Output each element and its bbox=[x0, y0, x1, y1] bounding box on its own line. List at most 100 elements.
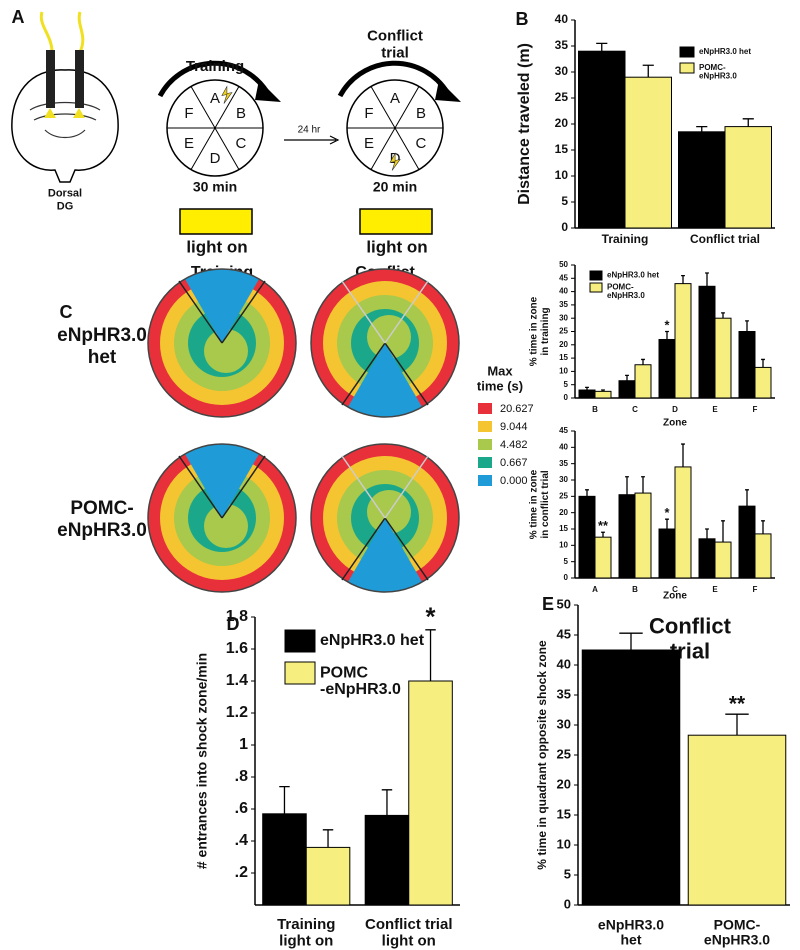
light-label: light on bbox=[186, 237, 247, 256]
bar bbox=[658, 528, 676, 579]
heat-wedge bbox=[178, 444, 266, 518]
text-line: Training bbox=[277, 916, 335, 933]
y-tick-label: 45 bbox=[559, 273, 568, 282]
error-bar bbox=[705, 528, 709, 539]
heat-core bbox=[204, 329, 248, 373]
bar bbox=[714, 317, 732, 399]
legend-label: 20.627 bbox=[500, 403, 534, 415]
legend-label: 4.482 bbox=[500, 439, 528, 451]
zone-label: A bbox=[390, 90, 400, 107]
bar bbox=[594, 536, 612, 579]
text-line: eNpHR3.0 bbox=[57, 325, 147, 346]
heat-core bbox=[204, 504, 248, 548]
bar bbox=[364, 814, 410, 906]
y-tick-label: 15 bbox=[559, 353, 568, 362]
row-label: eNpHR3.0 het bbox=[57, 325, 147, 368]
heat-wedge bbox=[178, 269, 266, 343]
bar bbox=[674, 283, 692, 399]
x-tick-label: Conflict trial light on bbox=[365, 916, 453, 950]
shock-icon bbox=[221, 85, 233, 104]
panel-letter: A bbox=[12, 7, 25, 27]
wheel-title: Conflict trial bbox=[367, 27, 423, 61]
y-tick-label: 25 bbox=[559, 491, 568, 500]
x-tick-label: F bbox=[753, 585, 758, 594]
error-bar bbox=[665, 330, 669, 340]
zone-label: F bbox=[364, 105, 373, 122]
y-tick-label: 10 bbox=[559, 540, 568, 549]
interval-arrow bbox=[284, 135, 340, 145]
y-tick-label: 1.2 bbox=[226, 704, 248, 721]
y-tick-label: 50 bbox=[557, 596, 571, 611]
text-line: Max bbox=[487, 364, 513, 379]
text-line: eNpHR3.0 bbox=[598, 916, 664, 932]
error-bar bbox=[625, 476, 629, 495]
x-tick-label: Training light on bbox=[277, 916, 335, 950]
zone-label: F bbox=[184, 105, 193, 122]
legend-swatch bbox=[589, 270, 603, 281]
zone-label: E bbox=[184, 135, 194, 152]
bar bbox=[408, 680, 453, 906]
legend-label: eNpHR3.0 het bbox=[699, 47, 751, 56]
bar bbox=[754, 533, 772, 579]
legend-swatch bbox=[679, 62, 695, 74]
heatmap bbox=[311, 269, 459, 417]
y-tick-label: 30 bbox=[557, 716, 571, 731]
y-tick-label: 1 bbox=[239, 736, 248, 753]
heat-wedge bbox=[341, 518, 429, 592]
text-line: DG bbox=[57, 200, 74, 212]
error-bar bbox=[585, 386, 589, 391]
bar bbox=[618, 494, 636, 579]
error-bar bbox=[641, 358, 645, 365]
zone-line bbox=[341, 342, 386, 406]
text-line: light on bbox=[382, 932, 436, 949]
arrow-head bbox=[255, 80, 281, 102]
text-line: POMC- bbox=[699, 63, 726, 72]
legend-swatch bbox=[478, 403, 492, 414]
error-bar bbox=[322, 829, 334, 848]
y-tick-label: 25 bbox=[559, 327, 568, 336]
y-tick-label: 20 bbox=[559, 340, 568, 349]
bar bbox=[738, 505, 756, 579]
y-tick-label: 1.6 bbox=[226, 640, 248, 657]
y-axis-label: # entrances into shock zone/min bbox=[194, 653, 210, 869]
legend-title: Max time (s) bbox=[477, 364, 523, 394]
zone-line bbox=[178, 455, 223, 519]
error-bar bbox=[601, 389, 605, 392]
annotation: ** bbox=[598, 518, 608, 533]
zone-label: C bbox=[236, 135, 247, 152]
x-tick-label: E bbox=[712, 405, 718, 414]
error-bar bbox=[585, 489, 589, 497]
y-tick-label: 40 bbox=[555, 12, 569, 26]
bar bbox=[578, 389, 596, 399]
fiber bbox=[39, 11, 85, 53]
x-tick-label: E bbox=[712, 585, 718, 594]
bar bbox=[754, 366, 772, 399]
bar bbox=[738, 331, 756, 399]
text-line: POMC- bbox=[70, 498, 133, 519]
arrow-head bbox=[435, 80, 461, 102]
legend-label: POMC-eNpHR3.0 bbox=[320, 665, 401, 699]
y-tick-label: 10 bbox=[557, 836, 571, 851]
x-tick-label: Conflict trial bbox=[690, 232, 760, 246]
light-indicator bbox=[359, 208, 433, 235]
zone-divider bbox=[190, 86, 240, 170]
y-tick-label: 10 bbox=[555, 168, 569, 182]
x-tick-label: eNpHR3.0 het bbox=[598, 916, 664, 947]
error-bar bbox=[642, 64, 654, 78]
bar bbox=[578, 50, 626, 229]
error-bar bbox=[742, 118, 754, 127]
y-tick-label: 35 bbox=[557, 686, 571, 701]
error-bar bbox=[745, 320, 749, 332]
bar bbox=[698, 285, 716, 399]
legend-label: 0.667 bbox=[500, 457, 528, 469]
heat-wedge bbox=[341, 343, 429, 417]
light-cone bbox=[44, 108, 85, 118]
text-line: eNpHR3.0 bbox=[607, 291, 645, 300]
rotation-arrow bbox=[157, 60, 270, 98]
zone-line bbox=[221, 455, 266, 519]
row-label: POMC-eNpHR3.0 bbox=[57, 498, 147, 541]
error-bar bbox=[745, 489, 749, 507]
bar bbox=[674, 466, 692, 579]
y-tick-label: .8 bbox=[235, 768, 248, 785]
x-tick-label: POMC-eNpHR3.0 bbox=[704, 916, 770, 947]
